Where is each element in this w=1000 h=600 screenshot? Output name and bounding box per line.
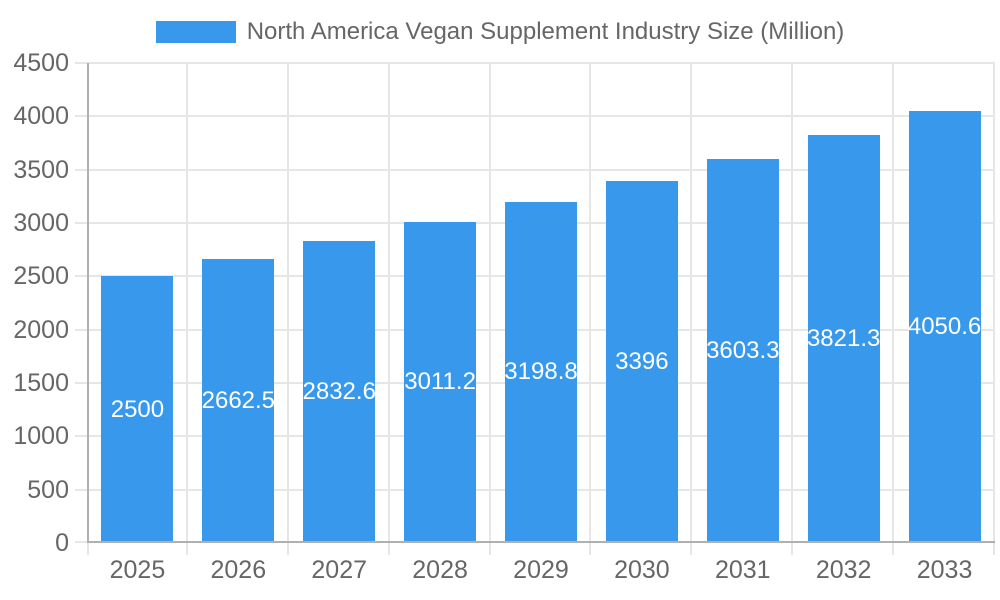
x-tick-label: 2030 [614, 556, 670, 584]
bar-2025[interactable]: 2500 [101, 276, 174, 543]
x-gridline [892, 63, 894, 555]
x-tick-label: 2028 [412, 556, 468, 584]
x-tick-label: 2032 [815, 556, 872, 584]
bar-value-label: 4050.6 [907, 312, 982, 340]
y-gridline [75, 541, 87, 543]
bar-2026[interactable]: 2662.5 [201, 259, 276, 543]
y-axis-line [87, 63, 89, 543]
y-tick-label: 4500 [13, 49, 69, 77]
x-gridline [589, 63, 591, 555]
y-tick-label: 2500 [13, 262, 69, 291]
x-axis-line [87, 541, 995, 543]
bar-2030[interactable]: 3396 [605, 180, 678, 543]
bar-value-label: 2662.5 [201, 387, 276, 414]
y-tick-label: 500 [27, 475, 69, 504]
y-tick-label: 4000 [13, 102, 69, 131]
y-gridline [75, 168, 995, 171]
bar-value-label: 3396 [615, 347, 669, 375]
x-gridline [791, 63, 793, 555]
bar-2032[interactable]: 3821.3 [806, 135, 881, 543]
y-tick-label: 3000 [13, 209, 69, 237]
x-gridline [186, 63, 188, 555]
x-axis-labels: 2025 2026 2027 2028 2029 2030 2031 2032 2033 [87, 557, 995, 587]
bar-2033[interactable]: 4050.6 [907, 110, 982, 543]
x-tick-label: 2029 [513, 556, 569, 584]
y-gridline [75, 62, 995, 64]
x-tick-label: 2033 [916, 556, 973, 584]
x-gridline [388, 63, 390, 555]
bar-value-label: 3603.3 [706, 336, 780, 364]
x-tick-label: 2027 [311, 556, 368, 584]
x-tick-label: 2026 [210, 556, 267, 584]
bar-value-label: 3821.3 [806, 325, 881, 353]
bar-value-label: 2832.6 [302, 377, 376, 405]
y-tick-label: 3500 [13, 155, 69, 184]
bar-value-label: 3198.8 [504, 358, 578, 386]
bar-value-label: 3011.2 [404, 368, 476, 396]
legend-swatch-icon [155, 21, 236, 43]
x-gridline [489, 63, 491, 555]
y-axis-labels: 0 500 1000 1500 2000 2500 3000 3500 4000 4500 [0, 50, 69, 556]
y-tick-label: 0 [55, 529, 69, 557]
y-tick-label: 2000 [13, 315, 69, 344]
bar-2031[interactable]: 3603.3 [706, 158, 780, 543]
plot-area: 2500 2662.5 2832.6 3011.2 3198.8 3396 3603.3 38… [75, 62, 995, 555]
x-tick-label: 2025 [109, 556, 166, 584]
x-gridline [690, 63, 692, 555]
x-gridline [287, 63, 289, 555]
legend: North America Vegan Supplement Industry … [0, 19, 1000, 45]
bar-value-label: 2500 [110, 395, 165, 423]
y-tick-label: 1000 [13, 422, 69, 451]
bar-2027[interactable]: 2832.6 [302, 240, 376, 543]
bar-2029[interactable]: 3198.8 [504, 201, 578, 543]
chart-title: North America Vegan Supplement Industry … [246, 18, 845, 45]
bar-2028[interactable]: 3011.2 [404, 221, 477, 543]
x-gridline [993, 63, 995, 555]
y-tick-label: 1500 [13, 369, 69, 397]
x-tick-label: 2031 [714, 556, 771, 584]
y-gridline [75, 115, 995, 118]
legend-item[interactable]: North America Vegan Supplement Industry … [155, 18, 845, 45]
